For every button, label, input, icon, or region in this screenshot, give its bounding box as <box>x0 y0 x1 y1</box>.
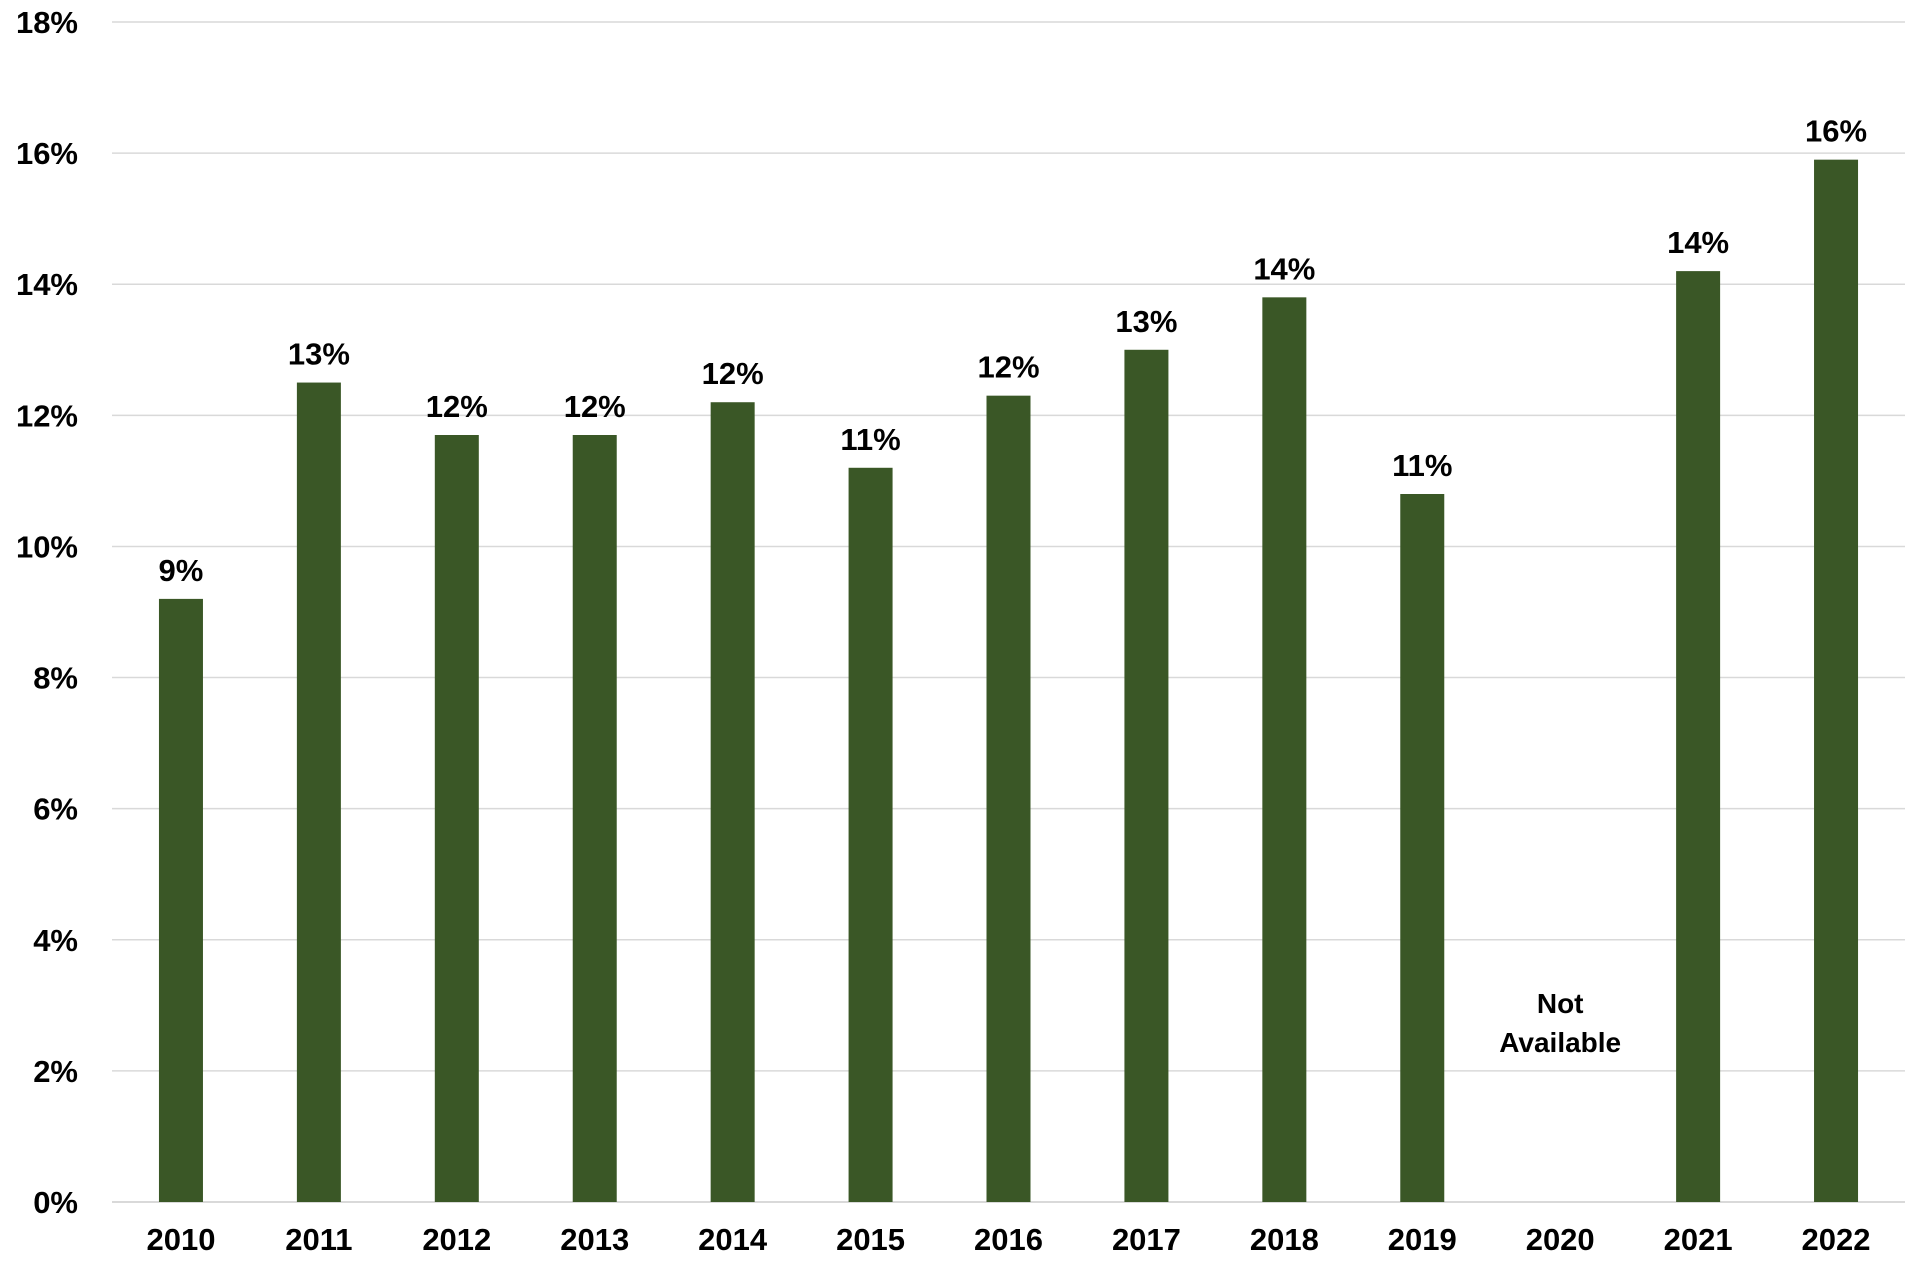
x-tick-label-2022: 2022 <box>1802 1222 1871 1257</box>
data-label-2010: 9% <box>159 553 204 588</box>
x-axis-tick-labels: 2010 2011 2012 2013 2014 2015 2016 2017 2018 2019… <box>146 1222 1870 1257</box>
annotations: Not Available <box>1499 988 1621 1058</box>
bar-2013 <box>572 435 617 1202</box>
y-tick-label: 2% <box>33 1054 78 1089</box>
bar-2022 <box>1814 159 1859 1203</box>
data-label-2011: 13% <box>288 337 350 372</box>
annotation-2020-line-1: Available <box>1499 1027 1621 1058</box>
bar-2011 <box>296 382 341 1202</box>
bar-2010 <box>158 598 203 1202</box>
annotation-2020-line-0: Not <box>1537 988 1584 1019</box>
y-tick-label: 4% <box>33 923 78 958</box>
bars <box>158 159 1859 1203</box>
x-tick-label-2018: 2018 <box>1250 1222 1319 1257</box>
y-tick-label: 0% <box>33 1185 78 1220</box>
data-label-2018: 14% <box>1253 251 1315 286</box>
x-tick-label-2014: 2014 <box>698 1222 768 1257</box>
bar-2015 <box>848 467 893 1202</box>
data-label-2021: 14% <box>1667 225 1729 260</box>
data-label-2017: 13% <box>1115 304 1177 339</box>
bar-2019 <box>1400 494 1445 1202</box>
x-tick-label-2020: 2020 <box>1526 1222 1595 1257</box>
x-tick-label-2016: 2016 <box>974 1222 1043 1257</box>
bar-2012 <box>434 435 479 1202</box>
x-tick-label-2015: 2015 <box>836 1222 905 1257</box>
x-tick-label-2017: 2017 <box>1112 1222 1181 1257</box>
x-tick-label-2012: 2012 <box>422 1222 491 1257</box>
data-label-2014: 12% <box>702 356 764 391</box>
y-tick-label: 14% <box>16 267 78 302</box>
y-tick-label: 10% <box>16 529 78 564</box>
y-tick-label: 6% <box>33 792 78 827</box>
y-tick-label: 12% <box>16 398 78 433</box>
bar-2014 <box>710 402 755 1202</box>
x-tick-label-2019: 2019 <box>1388 1222 1457 1257</box>
bar-2016 <box>986 395 1031 1203</box>
y-tick-label: 18% <box>16 5 78 40</box>
data-label-2019: 11% <box>1392 448 1452 483</box>
x-tick-label-2010: 2010 <box>146 1222 215 1257</box>
x-tick-label-2013: 2013 <box>560 1222 629 1257</box>
y-axis-tick-labels: 0% 2% 4% 6% 8% 10% 12% 14% 16% 18% <box>16 5 78 1220</box>
data-label-2012: 12% <box>426 389 488 424</box>
y-tick-label: 16% <box>16 136 78 171</box>
bar-2018 <box>1262 297 1307 1202</box>
bar-2021 <box>1676 271 1721 1203</box>
data-label-2015: 11% <box>840 422 900 457</box>
data-labels: 9% 13% 12% 12% 12% 11% 12% 13% 14% 11% 14% 16% <box>159 114 1868 588</box>
x-tick-label-2021: 2021 <box>1664 1222 1733 1257</box>
data-label-2013: 12% <box>564 389 626 424</box>
data-label-2016: 12% <box>977 350 1039 385</box>
x-tick-label-2011: 2011 <box>285 1222 352 1257</box>
bar-2017 <box>1124 349 1169 1202</box>
data-label-2022: 16% <box>1805 114 1867 149</box>
y-tick-label: 8% <box>33 661 78 696</box>
